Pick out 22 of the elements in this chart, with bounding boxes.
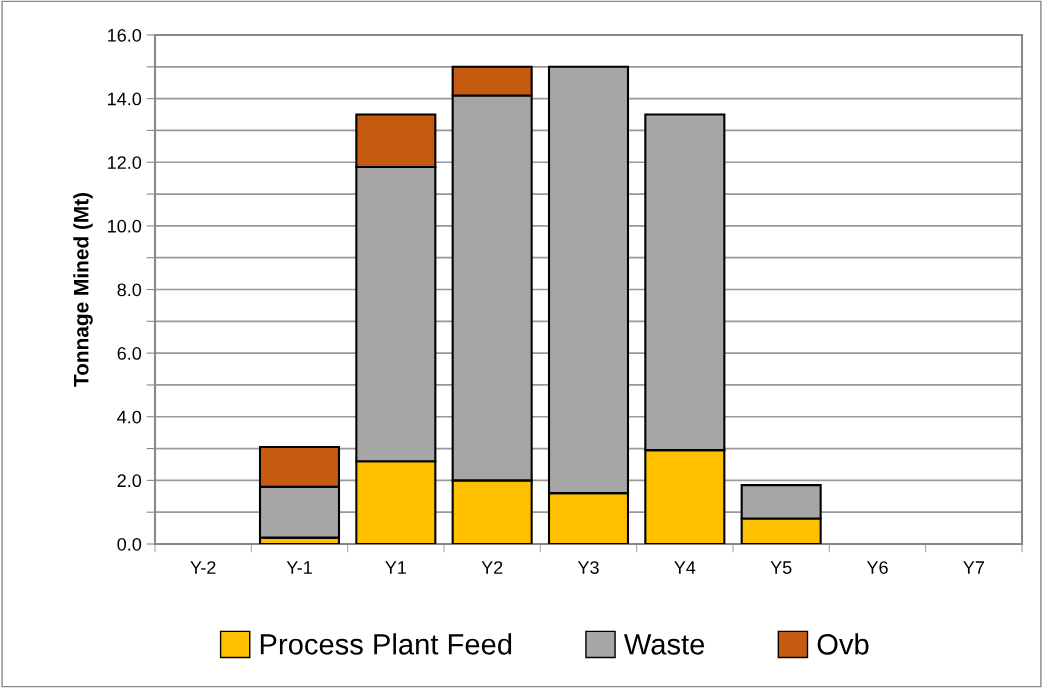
legend-label: Ovb bbox=[817, 633, 869, 655]
x-tick-label: Y3 bbox=[577, 561, 599, 574]
y-tick-label: 16.0 bbox=[108, 28, 142, 42]
y-axis-title: Tonnage Mined (Mt) bbox=[73, 192, 93, 387]
x-tick-label: Y7 bbox=[963, 561, 984, 574]
y-tick-label: 6.0 bbox=[117, 347, 142, 360]
legend-label: Process Plant Feed bbox=[260, 633, 512, 655]
y-tick-label: 0.0 bbox=[117, 537, 142, 551]
x-tick-label: Y1 bbox=[385, 561, 406, 574]
x-tick-label: Y6 bbox=[866, 561, 888, 574]
x-tick-label: Y-1 bbox=[286, 561, 312, 574]
x-tick-label: Y5 bbox=[770, 561, 792, 574]
y-tick-label: 8.0 bbox=[117, 283, 142, 297]
legend-label: Waste bbox=[623, 634, 705, 655]
x-tick-label: Y2 bbox=[481, 561, 503, 574]
y-tick-label: 4.0 bbox=[117, 410, 142, 424]
y-tick-label: 14.0 bbox=[108, 92, 142, 106]
x-tick-label: Y-2 bbox=[190, 561, 216, 574]
y-tick-label: 10.0 bbox=[108, 219, 142, 233]
y-tick-label: 12.0 bbox=[108, 156, 142, 169]
x-tick-label: Y4 bbox=[674, 561, 696, 574]
y-tick-label: 2.0 bbox=[117, 474, 142, 488]
